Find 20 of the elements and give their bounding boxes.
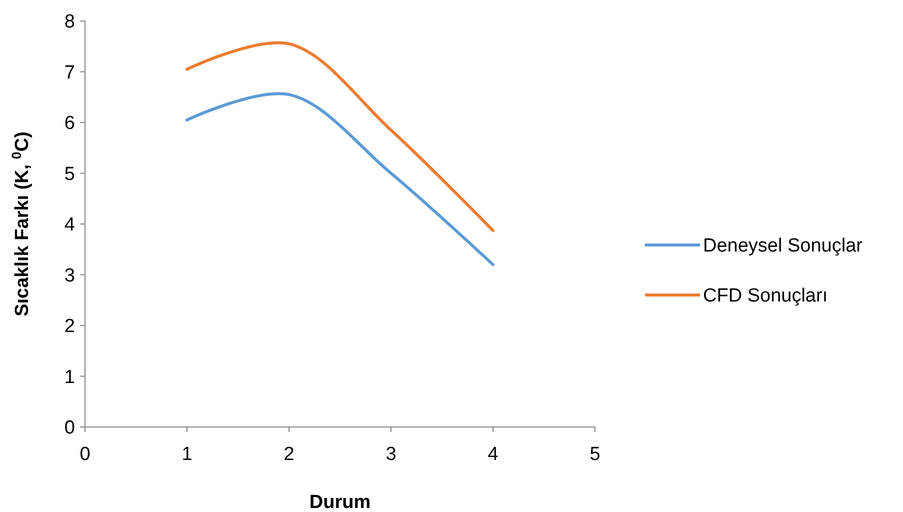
x-tick-label: 2 — [284, 444, 294, 465]
y-tick-label: 7 — [64, 62, 75, 84]
y-tick-label: 4 — [64, 214, 76, 236]
y-tick-label: 3 — [64, 265, 75, 286]
line-series — [186, 92, 494, 266]
legend-label: CFD Sonuçları — [703, 286, 828, 307]
legend-label: Deneysel Sonuçlar — [703, 236, 864, 257]
y-tick-label: 8 — [64, 12, 75, 33]
x-tick-label: 5 — [590, 444, 600, 465]
x-axis-title: Durum — [309, 492, 371, 512]
x-tick-label: 1 — [182, 444, 192, 465]
y-tick-label: 2 — [64, 316, 75, 338]
x-tick-label: 4 — [488, 444, 499, 465]
y-tick-label: 0 — [64, 418, 75, 439]
x-tick-label: 3 — [386, 444, 396, 465]
y-tick-label: 5 — [64, 164, 75, 185]
y-tick-label: 6 — [64, 113, 75, 134]
y-tick-label: 1 — [64, 366, 75, 388]
x-tick-label: 0 — [80, 444, 90, 465]
line-series — [186, 41, 494, 232]
